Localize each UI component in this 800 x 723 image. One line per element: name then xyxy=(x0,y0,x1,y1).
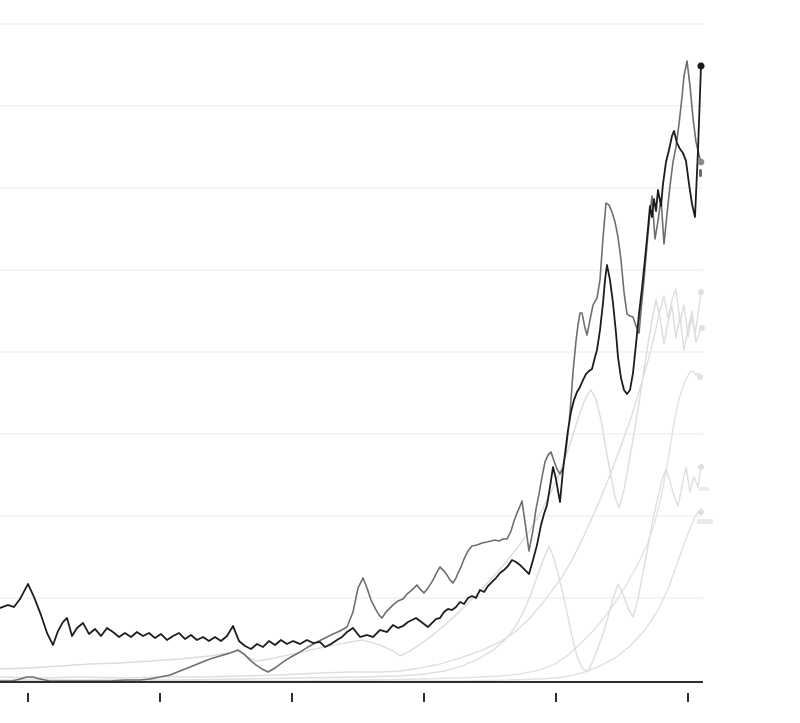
highlighted-series-gray-end-dot xyxy=(697,158,705,166)
faded-labels xyxy=(697,169,713,524)
faded-series-3-line xyxy=(0,370,702,682)
faded-label-remnant xyxy=(697,519,713,524)
highlighted-series-gray-line xyxy=(0,60,702,682)
faded-series-2-end-dot xyxy=(699,325,705,331)
faded-series-4-end-dot xyxy=(698,464,704,470)
faded-series-5-line xyxy=(0,508,702,683)
faded-series-5-end-dot xyxy=(698,509,704,515)
gridlines xyxy=(0,23,703,599)
faded-series-4-line xyxy=(0,466,702,681)
faded-label-remnant xyxy=(699,169,702,177)
faded-series-1-end-dot xyxy=(698,289,704,295)
faded-series-3-end-dot xyxy=(697,374,703,380)
endpoint-dots xyxy=(697,62,705,515)
faded-series-2-line xyxy=(0,299,702,670)
series-lines xyxy=(0,60,702,683)
highlighted-series-black-end-dot xyxy=(697,62,705,70)
faded-label-remnant xyxy=(699,487,709,491)
faded-series-1-line xyxy=(0,288,702,679)
x-axis xyxy=(0,681,703,702)
highlighted-series-black-line xyxy=(0,65,702,650)
